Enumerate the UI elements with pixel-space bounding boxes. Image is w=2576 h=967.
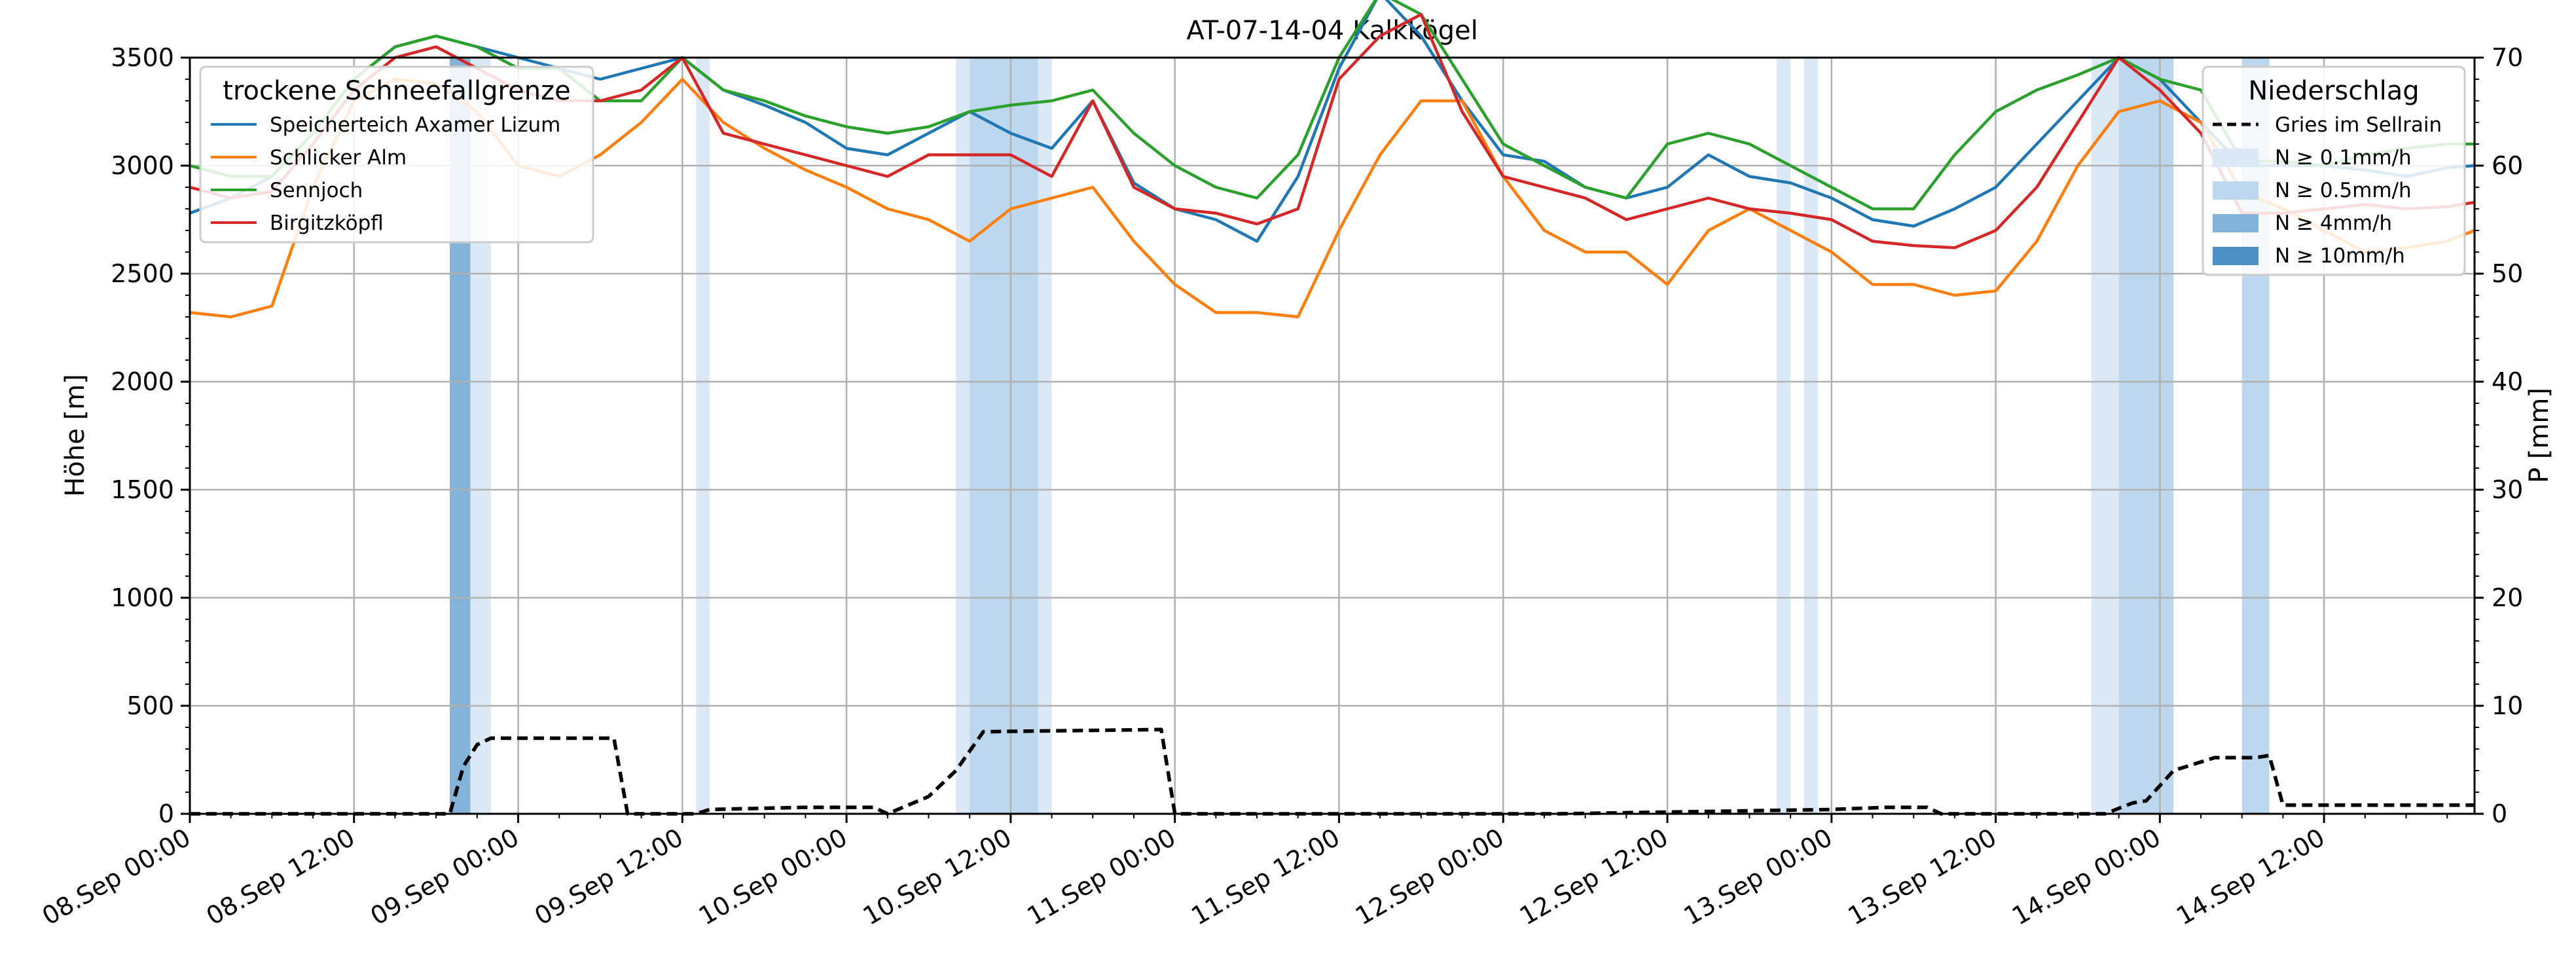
x-tick-label: 12.Sep 00:00 bbox=[1351, 823, 1509, 931]
x-tick-label: 11.Sep 00:00 bbox=[1022, 823, 1180, 931]
legend-entry-label: Gries im Sellrain bbox=[2275, 113, 2442, 137]
legend-entry-label: Speicherteich Axamer Lizum bbox=[270, 113, 560, 137]
y-right-tick-label: 20 bbox=[2492, 583, 2523, 612]
precipitation-band bbox=[696, 58, 710, 814]
y-axis-right-title: P [mm] bbox=[2524, 388, 2554, 483]
legend-swatch bbox=[2213, 181, 2259, 200]
y-right-tick-label: 40 bbox=[2492, 367, 2523, 396]
x-tick-label: 08.Sep 00:00 bbox=[37, 823, 196, 931]
precipitation-band bbox=[2118, 58, 2174, 814]
y-left-tick-label: 500 bbox=[126, 691, 174, 720]
chart-title: AT-07-14-04 Kalkkögel bbox=[1186, 16, 1478, 46]
precipitation-band bbox=[970, 58, 1038, 814]
precipitation-band bbox=[1777, 58, 1791, 814]
y-left-tick-label: 1000 bbox=[111, 583, 174, 612]
legend-snowfall-line: trockene Schneefallgrenze Speicherteich … bbox=[199, 65, 594, 244]
precipitation-band bbox=[2091, 58, 2119, 814]
y-right-tick-label: 60 bbox=[2492, 151, 2523, 180]
y-left-tick-label: 3500 bbox=[111, 43, 174, 72]
y-left-tick-label: 2000 bbox=[111, 367, 174, 396]
legend-box bbox=[2202, 65, 2466, 276]
y-left-tick-label: 3000 bbox=[111, 151, 174, 180]
legend-entry-label: N ≥ 0.1mm/h bbox=[2275, 146, 2412, 170]
legend-swatch bbox=[2213, 247, 2259, 265]
legend-title: Niederschlag bbox=[2248, 76, 2419, 106]
x-tick-label: 08.Sep 12:00 bbox=[202, 823, 360, 931]
x-tick-label: 14.Sep 12:00 bbox=[2171, 823, 2330, 931]
legend-box bbox=[199, 65, 594, 244]
x-tick-label: 14.Sep 00:00 bbox=[2007, 823, 2166, 931]
series-line bbox=[190, 727, 2475, 816]
y-right-tick-label: 30 bbox=[2492, 475, 2523, 504]
x-tick-label: 09.Sep 00:00 bbox=[365, 823, 524, 931]
y-left-tick-label: 0 bbox=[158, 799, 174, 828]
legend-swatch bbox=[2213, 149, 2259, 167]
legend-entry-label: Schlicker Alm bbox=[270, 146, 407, 170]
legend-entry-label: N ≥ 0.5mm/h bbox=[2275, 179, 2412, 202]
x-tick-label: 09.Sep 12:00 bbox=[530, 823, 688, 931]
legend-swatch bbox=[2213, 214, 2259, 232]
x-tick-label: 10.Sep 00:00 bbox=[694, 823, 852, 931]
legend-entry-label: N ≥ 4mm/h bbox=[2275, 211, 2392, 235]
legend-entry-label: Birgitzköpfl bbox=[270, 211, 384, 235]
y-right-tick-label: 0 bbox=[2492, 799, 2507, 828]
legend-entry-label: Sennjoch bbox=[270, 179, 363, 202]
legend-title: trockene Schneefallgrenze bbox=[223, 76, 570, 106]
x-tick-label: 13.Sep 00:00 bbox=[1679, 823, 1838, 931]
plot-frame bbox=[189, 56, 2476, 815]
x-axis: 08.Sep 00:00 08.Sep 12:00 09.Sep 00:00 09.S… bbox=[37, 814, 2448, 931]
precipitation-band bbox=[1804, 58, 1818, 814]
x-tick-label: 11.Sep 12:00 bbox=[1186, 823, 1345, 931]
y-right-tick-label: 70 bbox=[2492, 43, 2523, 72]
y-right-tick-label: 50 bbox=[2492, 259, 2523, 288]
x-tick-label: 13.Sep 12:00 bbox=[1843, 823, 2001, 931]
legend-entry-label: N ≥ 10mm/h bbox=[2275, 244, 2405, 268]
y-axis-left-title: Höhe [m] bbox=[60, 374, 90, 496]
y-right-tick-label: 10 bbox=[2492, 691, 2523, 720]
legend-precipitation: Niederschlag Gries im Sellrain N ≥ 0.1mm… bbox=[2202, 65, 2466, 276]
y-left-tick-label: 2500 bbox=[111, 259, 174, 288]
y-axis-left: 0 500 1000 1500 2000 2500 3000 3500 bbox=[111, 43, 190, 828]
x-tick-label: 10.Sep 12:00 bbox=[858, 823, 1017, 931]
y-left-tick-label: 1500 bbox=[111, 475, 174, 504]
y-axis-right: 0 10 20 30 40 50 60 70 bbox=[2475, 43, 2523, 828]
x-tick-label: 12.Sep 12:00 bbox=[1515, 823, 1673, 931]
